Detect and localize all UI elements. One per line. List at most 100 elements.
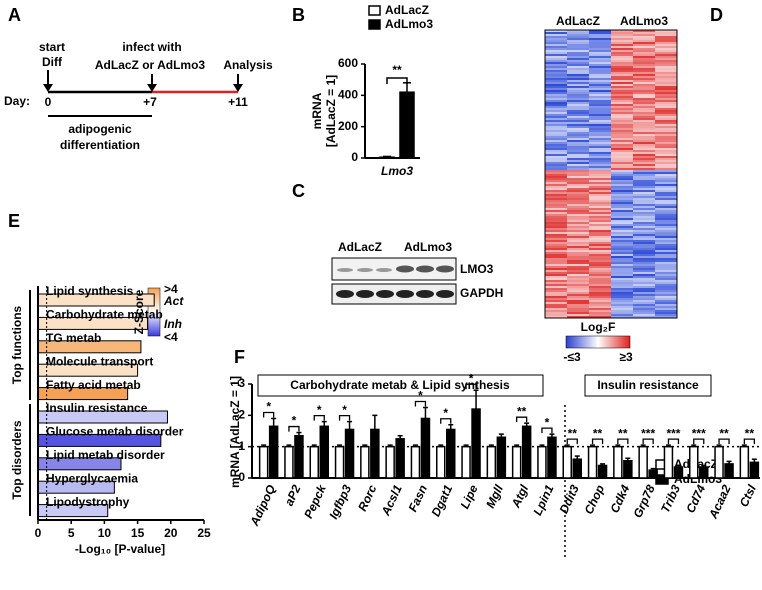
- heat-cell: [655, 232, 678, 235]
- y-tick-label: 3: [238, 376, 245, 390]
- heat-cell: [545, 316, 568, 319]
- heat-cell: [589, 280, 612, 283]
- heat-cell: [589, 32, 612, 35]
- heat-cell: [655, 244, 678, 247]
- heat-cell: [611, 160, 634, 163]
- heat-cell: [589, 216, 612, 219]
- significance: ***: [692, 426, 706, 440]
- bar: [268, 425, 279, 479]
- heat-cell: [611, 176, 634, 179]
- heat-cell: [633, 232, 656, 235]
- group-box: [257, 374, 544, 397]
- y-tick-label: 1: [238, 439, 245, 453]
- bands: [336, 290, 454, 298]
- heat-cell: [589, 170, 612, 173]
- x-tick-label: Lmo3: [381, 164, 413, 178]
- x-tick-label: Pepck: [301, 481, 329, 520]
- heat-cell: [655, 174, 678, 177]
- heat-cell: [567, 272, 590, 275]
- heat-cell: [589, 108, 612, 111]
- heat-cell: [633, 262, 656, 265]
- heat-cell: [589, 158, 612, 161]
- heat-cell: [655, 138, 678, 141]
- heat-cell: [589, 140, 612, 143]
- heat-cell: [611, 236, 634, 239]
- heat-cell: [545, 228, 568, 231]
- heat-cell: [545, 40, 568, 43]
- heat-cell: [655, 208, 678, 211]
- heat-cell: [655, 146, 678, 149]
- heat-cell: [655, 166, 678, 169]
- group-label: Insulin resistance: [597, 378, 699, 392]
- heat-cell: [589, 156, 612, 159]
- x-tick-label: Lipe: [458, 482, 481, 511]
- heat-cell: [567, 262, 590, 265]
- heat-cell: [567, 252, 590, 255]
- heat-cell: [611, 226, 634, 229]
- heat-cell: [589, 238, 612, 241]
- heat-cell: [611, 152, 634, 155]
- heat-cell: [633, 194, 656, 197]
- heat-cell: [655, 290, 678, 293]
- heat-cell: [633, 178, 656, 181]
- sig-bracket: [667, 438, 680, 445]
- heat-cell: [589, 256, 612, 259]
- heat-cell: [589, 312, 612, 315]
- bar: [597, 464, 608, 479]
- heat-cell: [633, 110, 656, 113]
- heat-cell: [633, 150, 656, 153]
- heat-cell: [589, 160, 612, 163]
- heat-cell: [545, 298, 568, 301]
- heat-cell: [545, 174, 568, 177]
- heat-cell: [589, 222, 612, 225]
- heat-cell: [589, 56, 612, 59]
- heat-cell: [589, 190, 612, 193]
- heat-cell: [611, 214, 634, 217]
- heat-cell: [567, 160, 590, 163]
- heat-cell: [545, 186, 568, 189]
- heat-cell: [567, 246, 590, 249]
- heat-cell: [589, 154, 612, 157]
- heat-cell: [611, 306, 634, 309]
- heat-cell: [633, 148, 656, 151]
- heat-cell: [655, 270, 678, 273]
- heat-cell: [589, 100, 612, 103]
- heat-cell: [567, 244, 590, 247]
- heat-cell: [611, 292, 634, 295]
- heat-cell: [589, 220, 612, 223]
- heat-cell: [655, 130, 678, 133]
- bar: [699, 466, 709, 479]
- heat-cell: [589, 174, 612, 177]
- heat-cell: [633, 142, 656, 145]
- heat-cell: [567, 206, 590, 209]
- heat-cell: [589, 244, 612, 247]
- heat-cell: [655, 222, 678, 225]
- heat-cell: [611, 124, 634, 127]
- heat-cell: [655, 134, 678, 137]
- heat-cell: [567, 260, 590, 263]
- heat-cell: [633, 236, 656, 239]
- bar: [714, 445, 724, 479]
- bar: [547, 436, 557, 479]
- bar: [360, 445, 370, 479]
- heat-cell: [655, 136, 678, 139]
- x-tick-label: 25: [197, 526, 211, 540]
- heat-cell: [545, 194, 568, 197]
- heat-cell: [589, 284, 612, 287]
- heat-cell: [589, 150, 612, 153]
- heat-cell: [567, 100, 590, 103]
- heat-cell: [611, 232, 634, 235]
- heat-cell: [567, 44, 590, 47]
- heat-cell: [589, 36, 612, 39]
- heat-cell: [611, 98, 634, 101]
- heat-cell: [655, 306, 678, 309]
- heat-cell: [611, 220, 634, 223]
- heat-cell: [633, 156, 656, 159]
- x-tick-label: Dgat1: [429, 482, 456, 518]
- heat-cell: [611, 248, 634, 251]
- heat-cell: [655, 248, 678, 251]
- heat-cell: [633, 206, 656, 209]
- heat-cell: [611, 180, 634, 183]
- heat-cell: [545, 84, 568, 87]
- heat-cell: [611, 116, 634, 119]
